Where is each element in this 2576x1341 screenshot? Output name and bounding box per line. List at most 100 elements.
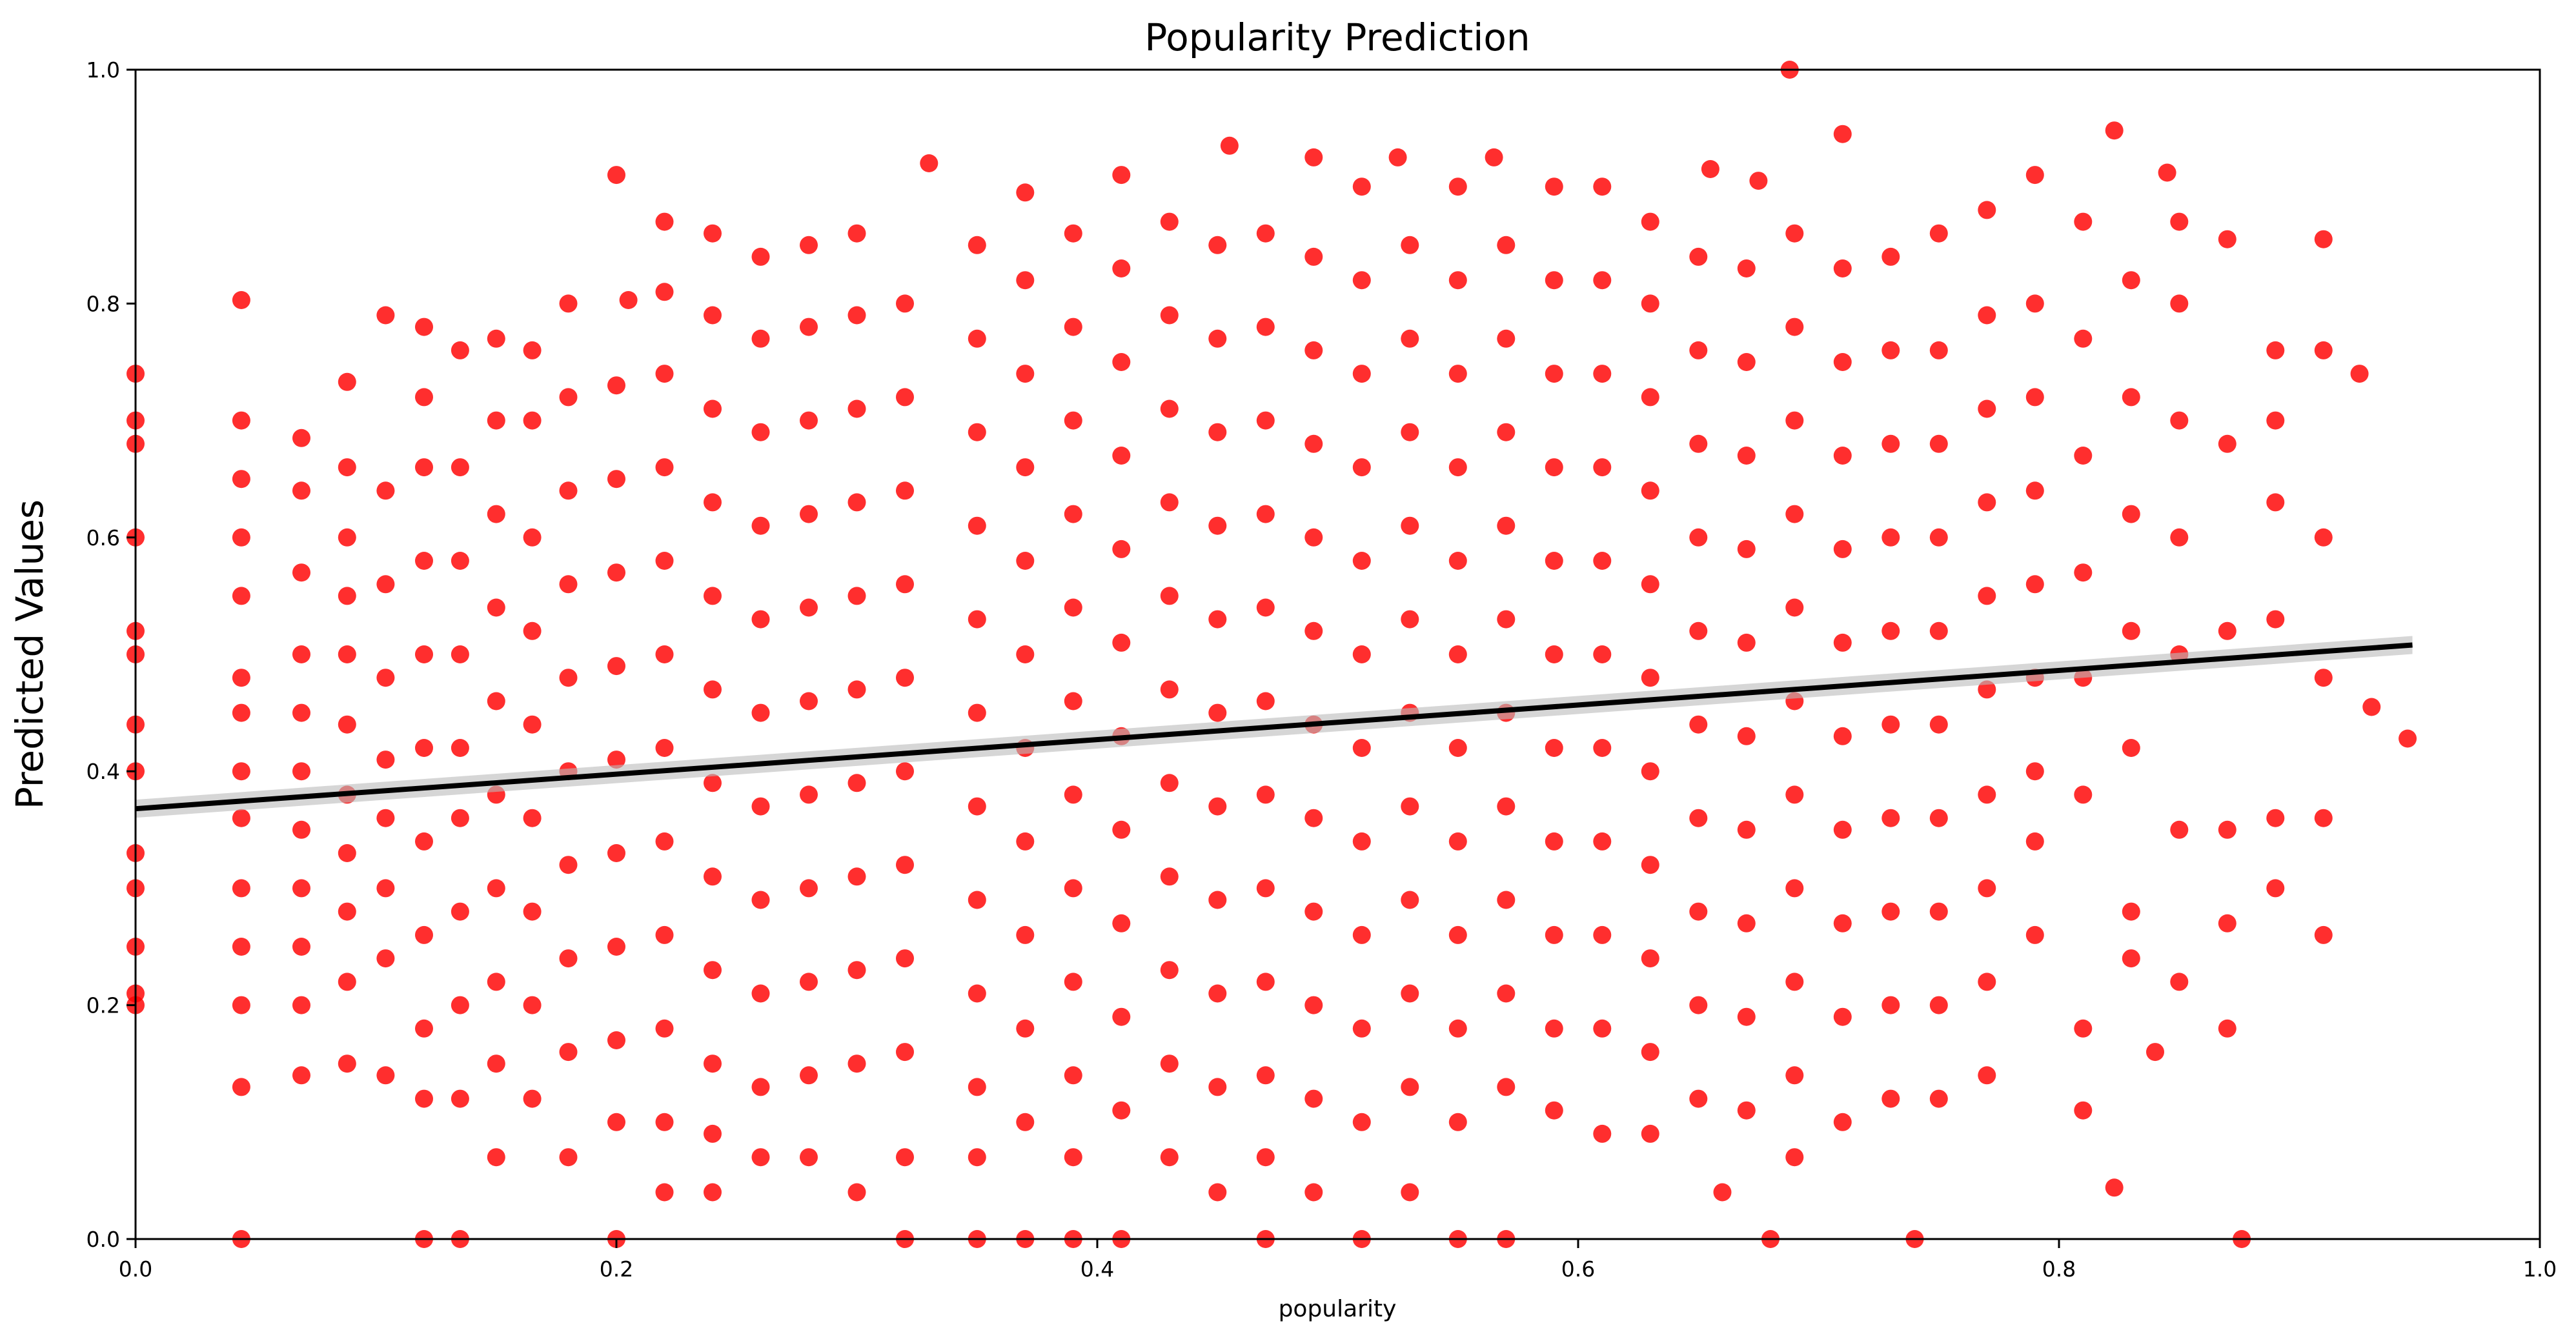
scatter-point [415, 1089, 433, 1108]
scatter-point [1160, 212, 1179, 231]
scatter-point [559, 856, 578, 874]
scatter-point [2170, 294, 2189, 313]
scatter-point [1929, 434, 1948, 453]
plot-frame [134, 68, 2541, 1240]
scatter-point [1352, 458, 1371, 477]
scatter-point [1448, 458, 1467, 477]
scatter-point [338, 1054, 356, 1073]
scatter-point [1112, 259, 1131, 277]
scatter-point [232, 996, 250, 1014]
scatter-point [1737, 1007, 1756, 1026]
scatter-point [1208, 610, 1227, 629]
scatter-point [968, 703, 986, 722]
scatter-point [800, 785, 818, 804]
scatter-point [1304, 1089, 1323, 1108]
scatter-point [1016, 271, 1035, 290]
scatter-point [1737, 727, 1756, 745]
scatter-point [1833, 1113, 1852, 1131]
x-tick-label: 0.6 [1561, 1256, 1595, 1282]
scatter-point [1785, 973, 1804, 991]
scatter-point [232, 879, 250, 898]
scatter-point [1401, 1078, 1419, 1096]
scatter-point [1256, 505, 1275, 523]
scatter-point [1256, 1066, 1275, 1085]
scatter-point [704, 774, 722, 792]
scatter-point [1833, 353, 1852, 371]
scatter-point [1545, 177, 1563, 196]
scatter-point [1064, 973, 1082, 991]
scatter-point [1208, 891, 1227, 909]
scatter-point [1593, 645, 1612, 663]
scatter-point [2218, 230, 2236, 248]
scatter-point [559, 949, 578, 968]
scatter-point [847, 680, 866, 699]
scatter-point [1929, 528, 1948, 547]
scatter-point [1497, 891, 1516, 909]
scatter-point [1352, 177, 1371, 196]
scatter-point [1304, 148, 1323, 166]
scatter-point [1641, 481, 1659, 500]
scatter-point [1737, 633, 1756, 652]
scatter-point [1112, 914, 1131, 933]
scatter-point [1064, 1066, 1082, 1085]
scatter-point [968, 329, 986, 348]
scatter-point [1737, 447, 1756, 465]
scatter-point [1497, 610, 1516, 629]
scatter-point [232, 470, 250, 489]
scatter-point [338, 528, 356, 547]
scatter-point [655, 1113, 674, 1131]
scatter-point [1545, 832, 1563, 851]
scatter-point [847, 587, 866, 605]
scatter-point [1160, 587, 1179, 605]
scatter-point [1785, 505, 1804, 523]
scatter-point [292, 563, 310, 582]
scatter-point [1978, 493, 1996, 512]
scatter-point [232, 411, 250, 430]
scatter-point [847, 961, 866, 980]
scatter-point [1160, 306, 1179, 325]
scatter-point [1208, 1183, 1227, 1202]
scatter-point [338, 844, 356, 862]
scatter-point [847, 306, 866, 325]
scatter-point [1112, 353, 1131, 371]
scatter-point [655, 212, 674, 231]
scatter-point [2025, 575, 2044, 594]
scatter-point [1160, 1054, 1179, 1073]
y-tick-label: 0.8 [86, 291, 120, 316]
scatter-point [2218, 621, 2236, 640]
scatter-point [1401, 797, 1419, 816]
scatter-point [1304, 434, 1323, 453]
scatter-point [704, 1124, 722, 1143]
scatter-point [1220, 136, 1239, 155]
scatter-point [2218, 1019, 2236, 1038]
scatter-point [232, 938, 250, 956]
scatter-point [487, 1148, 505, 1167]
scatter-point [1737, 820, 1756, 839]
scatter-point [1160, 774, 1179, 792]
scatter-point [704, 1183, 722, 1202]
scatter-point [607, 1113, 625, 1131]
x-tick-label: 0.2 [600, 1256, 633, 1282]
scatter-point [1545, 925, 1563, 944]
scatter-point [619, 291, 638, 309]
scatter-point [1978, 306, 1996, 325]
scatter-point [1785, 598, 1804, 617]
scatter-point [2074, 1101, 2093, 1120]
y-axis-label: Predicted Values [8, 499, 52, 809]
scatter-point [1352, 365, 1371, 383]
scatter-point [1112, 820, 1131, 839]
scatter-point [751, 610, 770, 629]
scatter-point [607, 470, 625, 489]
scatter-point [2105, 121, 2124, 140]
scatter-point [1448, 177, 1467, 196]
scatter-point [896, 575, 914, 594]
scatter-point [751, 247, 770, 266]
scatter-point [292, 938, 310, 956]
scatter-point [751, 797, 770, 816]
scatter-point [1112, 1101, 1131, 1120]
scatter-point [2266, 411, 2285, 430]
scatter-point [1833, 125, 1852, 143]
scatter-point [1689, 247, 1708, 266]
scatter-point [2074, 1019, 2093, 1038]
